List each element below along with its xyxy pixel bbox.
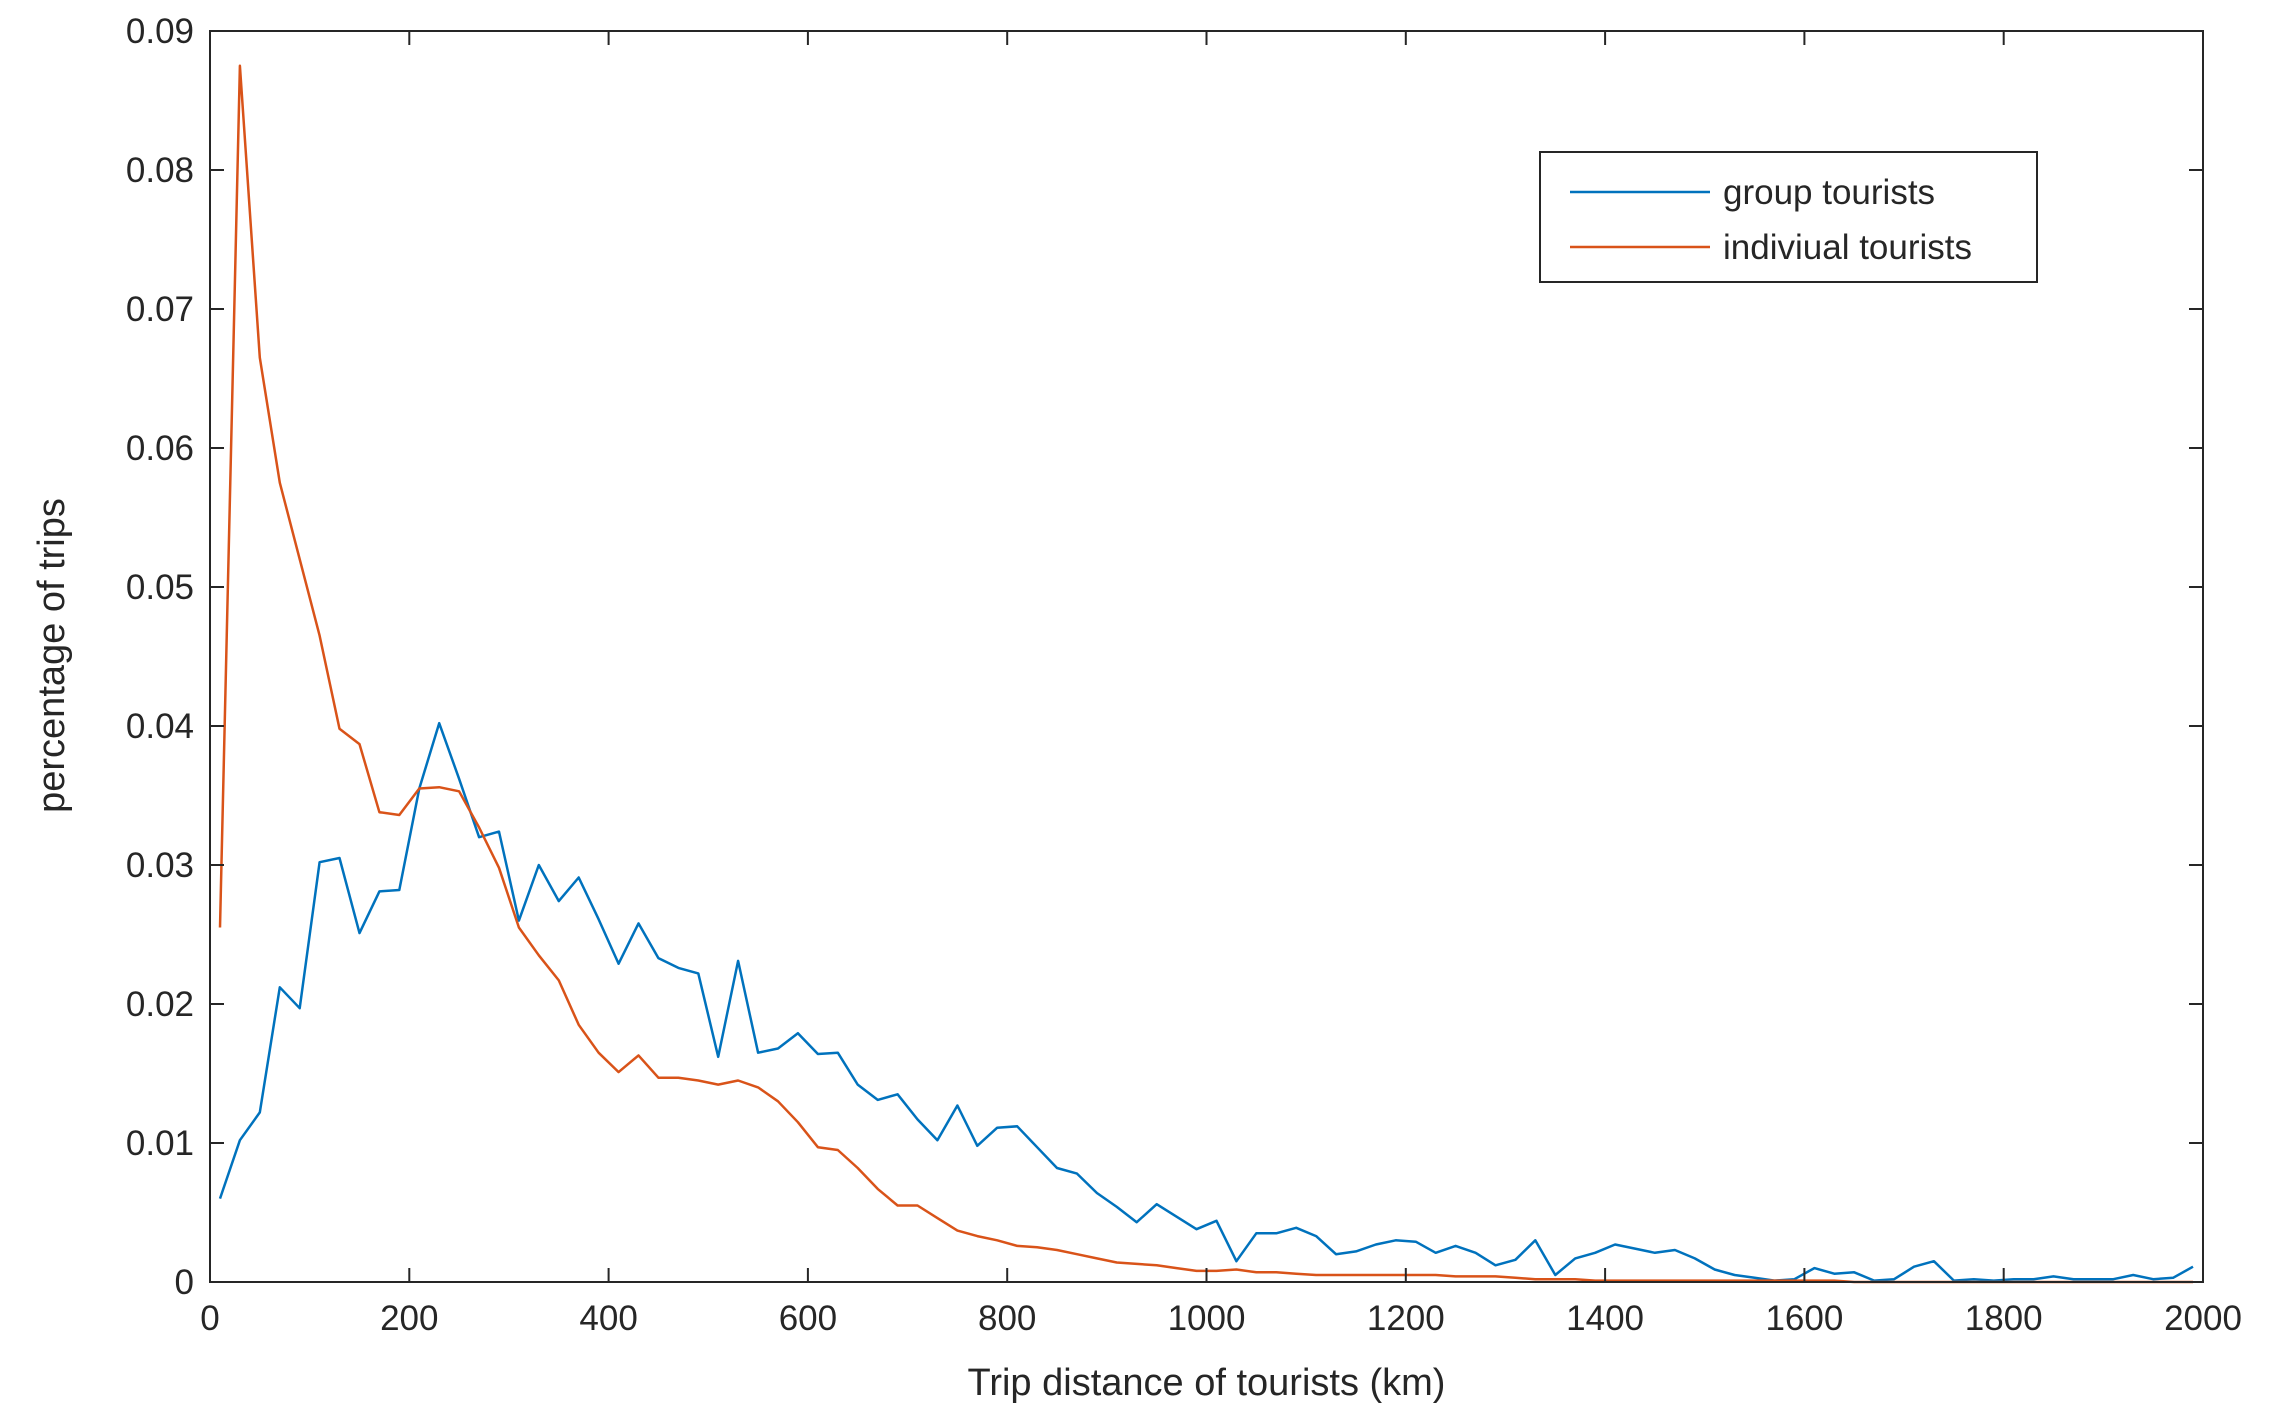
y-tick-label: 0.08	[126, 151, 194, 190]
y-tick-label: 0.01	[126, 1124, 194, 1163]
x-tick-label: 1600	[1765, 1299, 1843, 1338]
x-tick-label: 2000	[2164, 1299, 2242, 1338]
x-tick-label: 1200	[1367, 1299, 1445, 1338]
y-tick-label: 0.02	[126, 985, 194, 1024]
x-tick-label: 800	[978, 1299, 1036, 1338]
x-axis-label: Trip distance of tourists (km)	[968, 1362, 1446, 1404]
x-tick-label: 400	[579, 1299, 637, 1338]
y-tick-label: 0.09	[126, 12, 194, 51]
y-tick-label: 0.03	[126, 846, 194, 885]
series-line-group-tourists	[218, 721, 2194, 1282]
legend-box	[1539, 151, 2038, 283]
x-tick-label: 1800	[1965, 1299, 2043, 1338]
y-tick-label: 0.05	[126, 568, 194, 607]
x-tick-label: 200	[380, 1299, 438, 1338]
y-axis-label: percentage of trips	[31, 498, 73, 813]
y-tick-label: 0.07	[126, 290, 194, 329]
ticks-layer: 0 200 400 600 800 1000 1200 1400 1600 1800 2000 0 0.…	[126, 12, 2242, 1338]
x-tick-label: 0	[200, 1299, 219, 1338]
x-tick-label: 1000	[1168, 1299, 1246, 1338]
x-tick-label: 600	[779, 1299, 837, 1338]
y-tick-label: 0.04	[126, 707, 194, 746]
legend-label-individual-tourists: indiviual tourists	[1723, 228, 1972, 267]
y-tick-label: 0.06	[126, 429, 194, 468]
x-tick-label: 1400	[1566, 1299, 1644, 1338]
legend-label-group-tourists: group tourists	[1723, 173, 1935, 212]
y-tick-label: 0	[175, 1263, 194, 1302]
legend[interactable]: group tourists indiviual tourists	[1539, 151, 2038, 283]
